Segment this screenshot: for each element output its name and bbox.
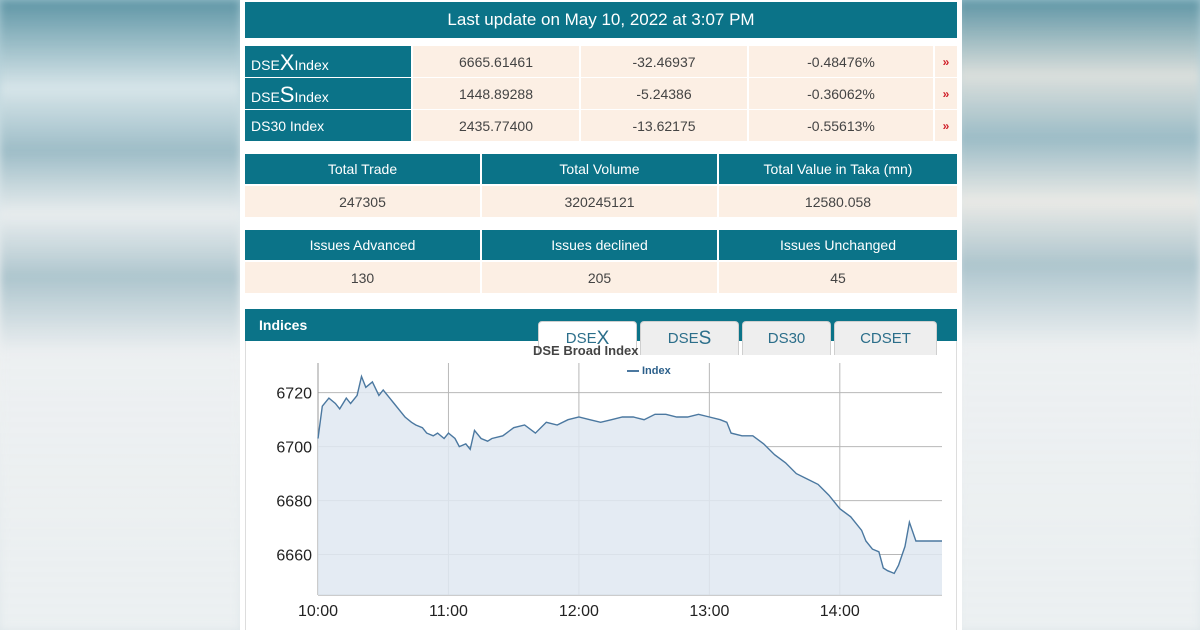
index-name-ds30[interactable]: DS30 Index <box>245 110 411 141</box>
index-change: -32.46937 <box>579 46 747 77</box>
legend-swatch <box>627 370 639 372</box>
tab-big-letter: S <box>698 327 712 349</box>
index-name-suffix: Index <box>294 57 329 73</box>
x-tick-label: 11:00 <box>429 603 468 620</box>
issues-stats-table: Issues Advanced Issues declined Issues U… <box>245 230 957 293</box>
down-arrow-icon: » <box>933 46 957 77</box>
tab-label: CDSET <box>860 330 911 347</box>
index-percent: -0.55613% <box>747 110 933 141</box>
index-name-prefix: DSE <box>251 57 280 73</box>
index-name-dsex[interactable]: DSE X Index <box>245 46 411 77</box>
series-area-index <box>318 376 942 595</box>
y-tick-label: 6660 <box>276 548 312 565</box>
total-volume-value: 320245121 <box>482 186 719 217</box>
index-name-prefix: DSE <box>251 89 280 105</box>
index-name-label: DS30 Index <box>251 117 325 134</box>
index-row-ds30: DS30 Index 2435.77400 -13.62175 -0.55613… <box>245 110 957 141</box>
chart-legend[interactable]: Index <box>627 365 671 377</box>
total-volume-header: Total Volume <box>482 154 719 184</box>
x-tick-label: 13:00 <box>689 603 729 620</box>
index-name-dses[interactable]: DSE S Index <box>245 78 411 109</box>
index-line-chart: 6660 6680 6700 6720 10:00 11:00 12:00 13:00 14:0… <box>276 363 942 620</box>
background-right-blur <box>958 0 1200 630</box>
background-left-blur <box>0 0 240 630</box>
y-tick-label: 6680 <box>276 494 312 511</box>
last-update-text: Last update on May 10, 2022 at 3:07 PM <box>447 10 755 29</box>
index-percent: -0.48476% <box>747 46 933 77</box>
y-tick-label: 6720 <box>276 386 312 403</box>
tab-big-letter: X <box>596 327 610 349</box>
tab-cdset[interactable]: CDSET <box>834 321 937 355</box>
total-trade-value: 247305 <box>245 186 482 217</box>
index-name-big-letter: X <box>279 50 295 75</box>
index-change: -5.24386 <box>579 78 747 109</box>
index-value: 2435.77400 <box>411 110 579 141</box>
total-value-value: 12580.058 <box>719 186 957 217</box>
tab-label: DS30 <box>767 330 806 347</box>
issues-unchanged-value: 45 <box>719 262 957 293</box>
index-row-dsex: DSE X Index 6665.61461 -32.46937 -0.48476… <box>245 46 957 77</box>
down-arrow-icon: » <box>933 110 957 141</box>
tab-dses[interactable]: DSE S <box>640 321 739 355</box>
issues-unchanged-header: Issues Unchanged <box>719 230 957 260</box>
index-percent: -0.36062% <box>747 78 933 109</box>
tab-dsex[interactable]: DSE X <box>538 321 637 355</box>
tab-label: DSE <box>667 330 699 347</box>
trade-stats-table: Total Trade Total Volume Total Value in … <box>245 154 957 217</box>
y-tick-label: 6700 <box>276 440 312 457</box>
index-change: -13.62175 <box>579 110 747 141</box>
last-update-bar: Last update on May 10, 2022 at 3:07 PM <box>245 2 957 38</box>
index-name-suffix: Index <box>294 89 329 105</box>
chart-title: DSE Broad Index <box>533 343 639 358</box>
index-value: 6665.61461 <box>411 46 579 77</box>
index-name-big-letter: S <box>279 82 295 107</box>
x-tick-label: 14:00 <box>820 603 860 620</box>
tab-ds30[interactable]: DS30 <box>742 321 831 355</box>
x-tick-label: 12:00 <box>559 603 599 620</box>
tab-label: DSE <box>565 330 597 347</box>
issues-advanced-header: Issues Advanced <box>245 230 482 260</box>
issues-declined-value: 205 <box>482 262 719 293</box>
down-arrow-icon: » <box>933 78 957 109</box>
legend-label: Index <box>642 365 671 377</box>
index-value: 1448.89288 <box>411 78 579 109</box>
x-tick-label: 10:00 <box>298 603 338 620</box>
index-row-dses: DSE S Index 1448.89288 -5.24386 -0.36062%… <box>245 78 957 109</box>
issues-declined-header: Issues declined <box>482 230 719 260</box>
issues-advanced-value: 130 <box>245 262 482 293</box>
market-summary-panel: Last update on May 10, 2022 at 3:07 PM D… <box>240 0 962 630</box>
total-trade-header: Total Trade <box>245 154 482 184</box>
total-value-header: Total Value in Taka (mn) <box>719 154 957 184</box>
series-line-index <box>317 374 942 575</box>
indices-section-label: Indices <box>259 317 308 333</box>
